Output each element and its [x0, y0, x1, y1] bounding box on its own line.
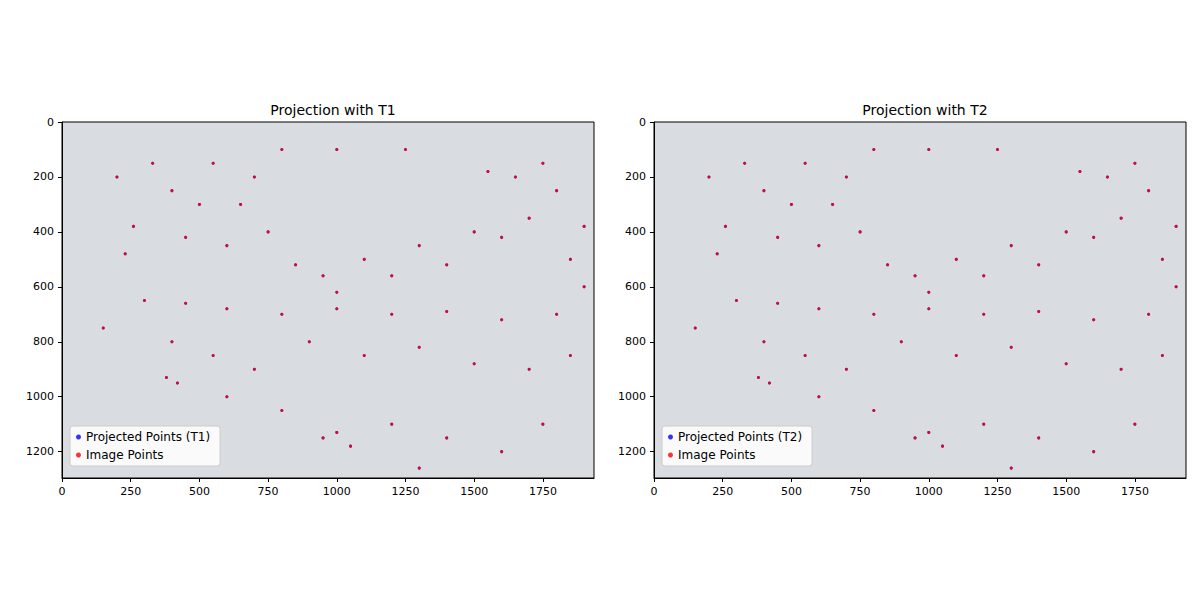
svg-text:200: 200 [625, 170, 646, 183]
svg-text:250: 250 [712, 485, 733, 498]
svg-text:1250: 1250 [391, 485, 419, 498]
svg-text:Projection with T2: Projection with T2 [862, 102, 987, 118]
svg-text:600: 600 [33, 280, 54, 293]
svg-text:Projection with T1: Projection with T1 [270, 102, 395, 118]
svg-text:400: 400 [33, 225, 54, 238]
svg-text:1000: 1000 [26, 390, 54, 403]
svg-text:0: 0 [651, 485, 658, 498]
svg-text:Projected Points (T2): Projected Points (T2) [678, 430, 802, 444]
svg-text:200: 200 [33, 170, 54, 183]
svg-text:1200: 1200 [26, 445, 54, 458]
svg-text:1000: 1000 [915, 485, 943, 498]
svg-text:750: 750 [258, 485, 279, 498]
svg-text:0: 0 [47, 116, 54, 129]
svg-text:Projected Points (T1): Projected Points (T1) [86, 430, 210, 444]
svg-text:750: 750 [850, 485, 871, 498]
svg-text:250: 250 [120, 485, 141, 498]
svg-text:0: 0 [639, 116, 646, 129]
svg-text:1000: 1000 [618, 390, 646, 403]
svg-text:1200: 1200 [618, 445, 646, 458]
svg-text:1250: 1250 [983, 485, 1011, 498]
svg-text:400: 400 [625, 225, 646, 238]
svg-text:1000: 1000 [323, 485, 351, 498]
svg-text:1750: 1750 [529, 485, 557, 498]
svg-text:Image Points: Image Points [86, 448, 163, 462]
svg-text:500: 500 [781, 485, 802, 498]
svg-text:800: 800 [625, 335, 646, 348]
svg-text:500: 500 [189, 485, 210, 498]
svg-text:800: 800 [33, 335, 54, 348]
svg-text:Image Points: Image Points [678, 448, 755, 462]
svg-text:1500: 1500 [460, 485, 488, 498]
svg-text:1500: 1500 [1052, 485, 1080, 498]
svg-text:0: 0 [59, 485, 66, 498]
svg-text:1750: 1750 [1121, 485, 1149, 498]
svg-text:600: 600 [625, 280, 646, 293]
